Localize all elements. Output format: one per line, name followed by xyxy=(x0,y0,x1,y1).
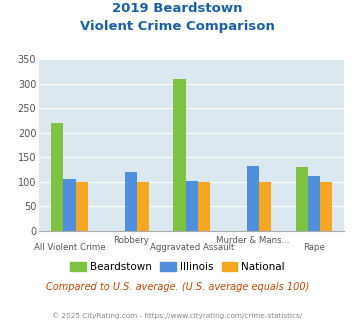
Text: 2019 Beardstown: 2019 Beardstown xyxy=(112,2,243,15)
Text: Aggravated Assault: Aggravated Assault xyxy=(149,243,234,251)
Text: All Violent Crime: All Violent Crime xyxy=(34,243,105,251)
Bar xyxy=(64,179,76,231)
Bar xyxy=(76,182,88,231)
Bar xyxy=(308,176,320,231)
Bar xyxy=(259,182,271,231)
Bar xyxy=(198,182,210,231)
Bar xyxy=(186,181,198,231)
Bar xyxy=(137,182,149,231)
Bar xyxy=(125,172,137,231)
Text: Robbery: Robbery xyxy=(113,236,149,245)
Bar xyxy=(320,182,332,231)
Text: © 2025 CityRating.com - https://www.cityrating.com/crime-statistics/: © 2025 CityRating.com - https://www.city… xyxy=(53,312,302,318)
Text: Murder & Mans...: Murder & Mans... xyxy=(216,236,290,245)
Bar xyxy=(295,167,308,231)
Text: Rape: Rape xyxy=(303,243,325,251)
Text: Compared to U.S. average. (U.S. average equals 100): Compared to U.S. average. (U.S. average … xyxy=(46,282,309,292)
Text: Violent Crime Comparison: Violent Crime Comparison xyxy=(80,20,275,33)
Bar xyxy=(247,166,259,231)
Bar xyxy=(173,79,186,231)
Bar xyxy=(51,123,64,231)
Legend: Beardstown, Illinois, National: Beardstown, Illinois, National xyxy=(66,258,289,276)
